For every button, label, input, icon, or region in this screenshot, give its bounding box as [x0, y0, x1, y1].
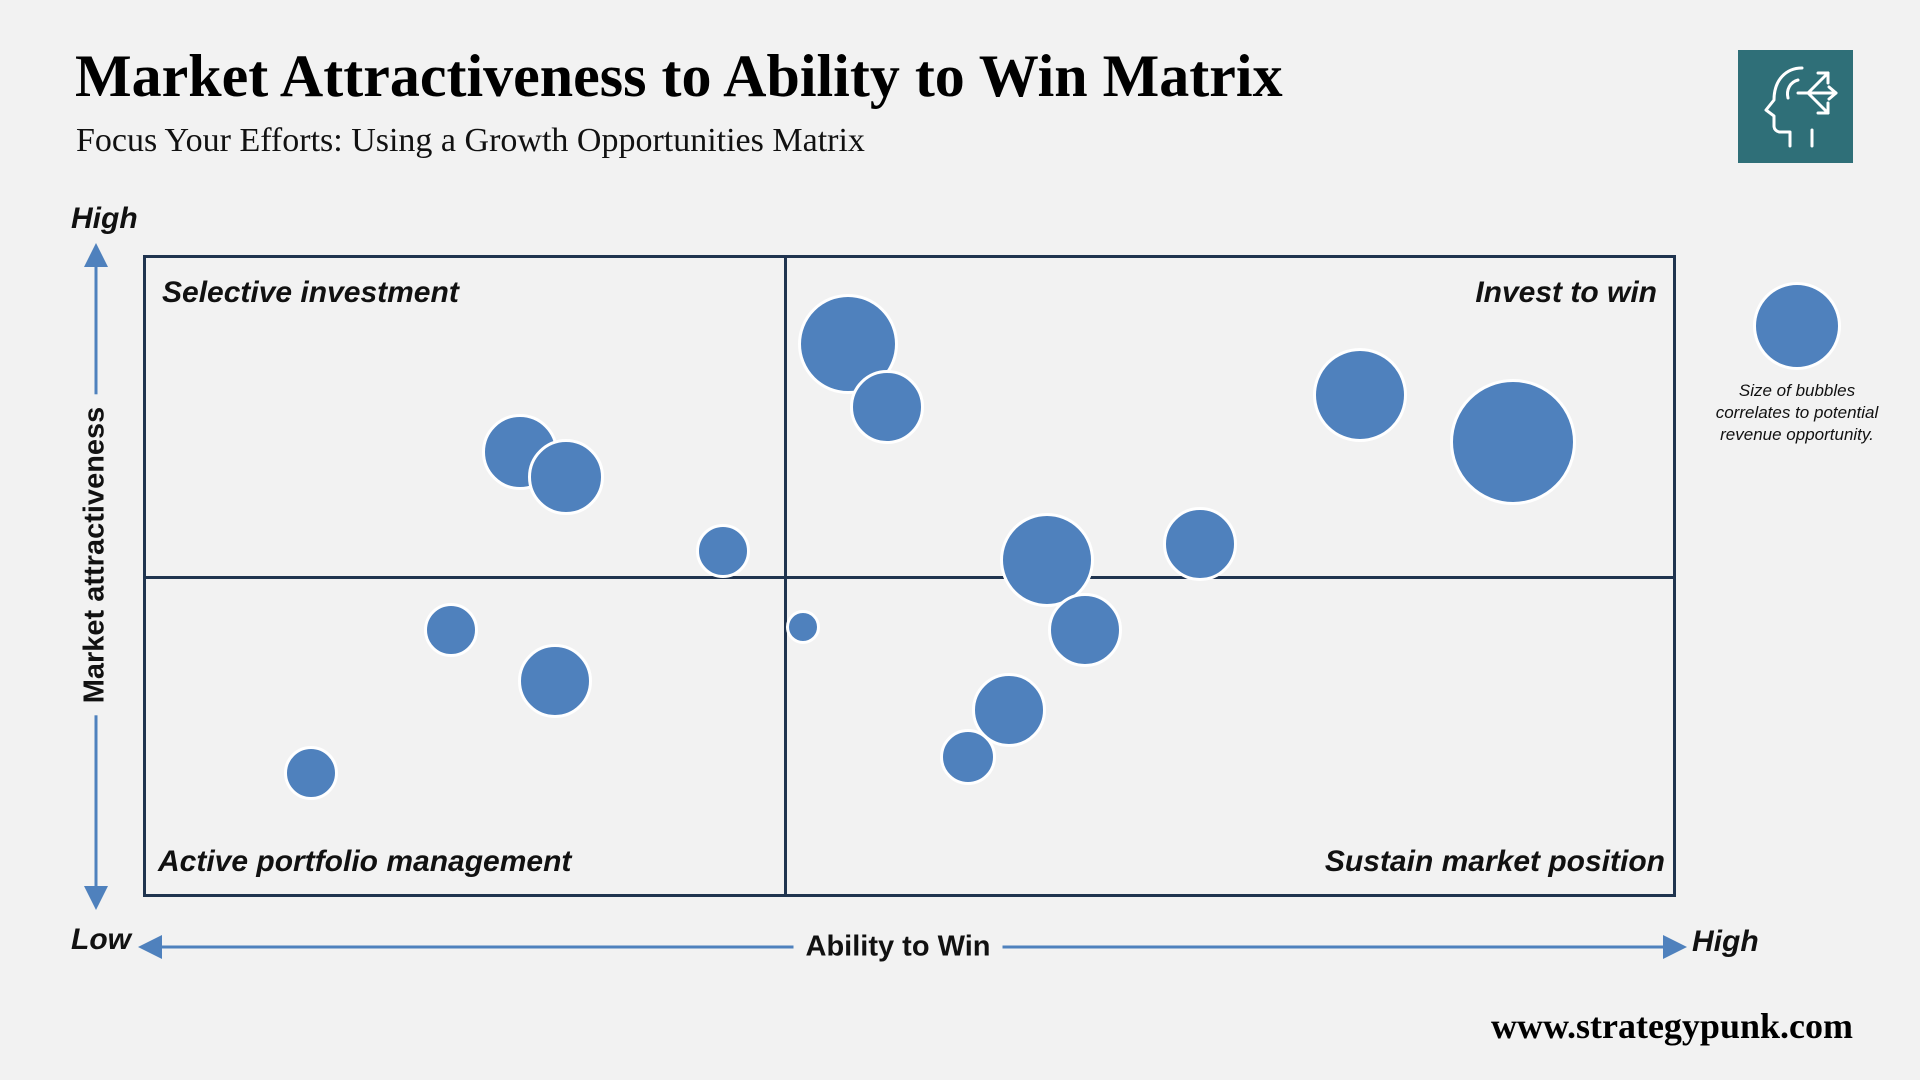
bubble-5: [518, 643, 593, 718]
y-axis-high-label: High: [71, 202, 138, 235]
x-axis-label: Ability to Win: [793, 930, 1003, 964]
page-title: Market Attractiveness to Ability to Win …: [75, 43, 1283, 109]
matrix-grid: [143, 255, 1676, 897]
bubble-2: [527, 439, 604, 516]
quadrant-active-portfolio-management: Active portfolio management: [158, 845, 572, 878]
bubble-9: [999, 513, 1094, 608]
quadrant-invest-to-win: Invest to win: [1475, 276, 1657, 309]
bubble-14: [939, 729, 996, 786]
bubble-3: [696, 523, 751, 578]
x-axis-low-label: Low: [71, 923, 131, 956]
bubble-8: [849, 370, 924, 445]
bubble-4: [424, 603, 479, 658]
quadrant-selective-investment: Selective investment: [162, 276, 459, 309]
horizontal-divider: [146, 576, 1673, 579]
y-axis-label: Market attractiveness: [78, 394, 112, 716]
bubble-15: [1312, 347, 1407, 442]
head-with-arrows-icon: [1738, 50, 1853, 163]
x-axis-high-label: High: [1692, 925, 1759, 958]
legend-bubble: [1753, 282, 1841, 370]
bubble-6: [283, 746, 338, 801]
bubble-16: [1449, 379, 1576, 506]
footer-url[interactable]: www.strategypunk.com: [1490, 1006, 1853, 1046]
bubble-11: [785, 609, 820, 644]
bubble-12: [1048, 593, 1123, 668]
quadrant-sustain-market-position: Sustain market position: [1324, 845, 1665, 878]
bubble-10: [1162, 507, 1237, 582]
legend-text: Size of bubbles correlates to potential …: [1715, 381, 1879, 444]
page-subtitle: Focus Your Efforts: Using a Growth Oppor…: [76, 122, 865, 159]
